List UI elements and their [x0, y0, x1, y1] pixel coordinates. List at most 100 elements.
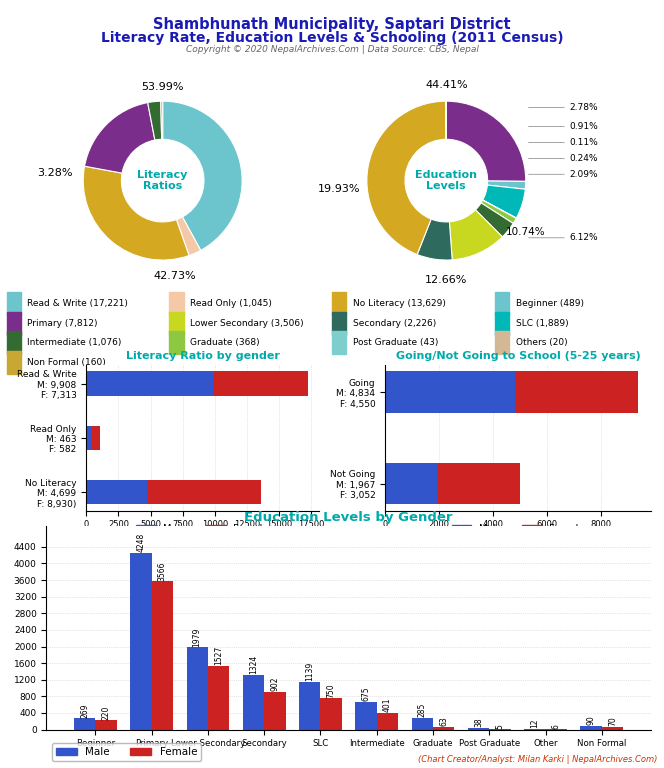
Bar — [243, 674, 264, 730]
Bar — [299, 682, 321, 730]
Text: 12: 12 — [531, 719, 539, 728]
Bar — [169, 312, 184, 335]
Bar — [515, 372, 638, 412]
Text: 0.91%: 0.91% — [570, 122, 598, 131]
Title: Going/Not Going to School (5-25 years): Going/Not Going to School (5-25 years) — [396, 351, 640, 361]
Bar — [495, 292, 509, 315]
Wedge shape — [177, 217, 201, 256]
Text: 10.74%: 10.74% — [506, 227, 546, 237]
Bar — [7, 331, 21, 354]
Title: Education Levels by Gender: Education Levels by Gender — [244, 511, 453, 524]
Text: Beginner (489): Beginner (489) — [515, 299, 584, 308]
Bar — [92, 425, 100, 450]
Bar — [412, 718, 433, 730]
Text: Graduate (368): Graduate (368) — [190, 338, 260, 347]
Text: Post Graduate (43): Post Graduate (43) — [353, 338, 438, 347]
Bar — [332, 292, 347, 315]
Text: 19.93%: 19.93% — [318, 184, 361, 194]
Text: 401: 401 — [383, 697, 392, 712]
Wedge shape — [450, 210, 503, 260]
Text: 0.24%: 0.24% — [570, 154, 598, 163]
Text: 269: 269 — [80, 703, 89, 717]
Text: 38: 38 — [474, 717, 483, 727]
Bar — [147, 480, 262, 504]
Wedge shape — [475, 203, 513, 237]
Bar — [580, 726, 602, 730]
Text: 6: 6 — [552, 723, 561, 729]
Bar — [332, 331, 347, 354]
Title: Literacy Ratio by gender: Literacy Ratio by gender — [125, 351, 280, 361]
Bar — [602, 727, 623, 730]
Wedge shape — [163, 101, 242, 250]
Legend: Male, Female: Male, Female — [52, 743, 201, 761]
Text: 1139: 1139 — [305, 662, 314, 681]
Text: 750: 750 — [327, 683, 336, 697]
Bar — [86, 480, 147, 504]
Wedge shape — [161, 101, 163, 139]
Text: 902: 902 — [270, 677, 280, 691]
Text: Read Only (1,045): Read Only (1,045) — [190, 299, 272, 308]
Bar — [7, 292, 21, 315]
Bar — [332, 312, 347, 335]
Bar — [169, 292, 184, 315]
Text: Primary (7,812): Primary (7,812) — [27, 319, 98, 328]
Bar — [86, 372, 214, 396]
Text: 4248: 4248 — [136, 533, 145, 552]
Wedge shape — [446, 101, 526, 181]
Legend: Male, Female: Male, Female — [132, 520, 273, 538]
Text: 42.73%: 42.73% — [153, 271, 196, 281]
Text: 44.41%: 44.41% — [425, 81, 467, 91]
Text: Literacy
Ratios: Literacy Ratios — [137, 170, 188, 191]
Text: Non Formal (160): Non Formal (160) — [27, 358, 106, 367]
Bar — [187, 647, 208, 730]
Wedge shape — [483, 200, 517, 218]
Bar — [385, 463, 438, 504]
Text: Read & Write (17,221): Read & Write (17,221) — [27, 299, 128, 308]
Text: No Literacy (13,629): No Literacy (13,629) — [353, 299, 446, 308]
Text: 675: 675 — [361, 686, 371, 700]
Bar — [208, 666, 229, 730]
Text: 1324: 1324 — [249, 654, 258, 674]
Text: 63: 63 — [439, 717, 448, 727]
Text: 12.66%: 12.66% — [425, 275, 467, 285]
Bar — [96, 720, 117, 730]
Wedge shape — [83, 166, 189, 260]
Wedge shape — [147, 101, 161, 140]
Text: Shambhunath Municipality, Saptari District: Shambhunath Municipality, Saptari Distri… — [153, 17, 511, 32]
Wedge shape — [487, 181, 526, 189]
Text: 2.78%: 2.78% — [570, 103, 598, 112]
Text: Copyright © 2020 NepalArchives.Com | Data Source: CBS, Nepal: Copyright © 2020 NepalArchives.Com | Dat… — [185, 45, 479, 54]
Bar — [7, 351, 21, 374]
Text: 3566: 3566 — [158, 561, 167, 581]
Bar — [355, 701, 376, 730]
Legend: Male, Female: Male, Female — [448, 520, 588, 538]
Text: 285: 285 — [418, 703, 427, 717]
Text: 53.99%: 53.99% — [141, 82, 184, 92]
Text: Intermediate (1,076): Intermediate (1,076) — [27, 338, 122, 347]
Text: Education
Levels: Education Levels — [415, 170, 477, 191]
Bar — [7, 312, 21, 335]
Text: 2.09%: 2.09% — [570, 170, 598, 179]
Text: Secondary (2,226): Secondary (2,226) — [353, 319, 436, 328]
Text: 1979: 1979 — [193, 627, 202, 647]
Bar — [321, 698, 342, 730]
Bar — [438, 463, 521, 504]
Bar — [86, 425, 92, 450]
Text: 1527: 1527 — [214, 646, 223, 665]
Text: (Chart Creator/Analyst: Milan Karki | NepalArchives.Com): (Chart Creator/Analyst: Milan Karki | Ne… — [418, 755, 657, 764]
Bar — [433, 727, 454, 730]
Bar — [468, 728, 489, 730]
Bar — [74, 718, 96, 730]
Text: 3.28%: 3.28% — [38, 167, 73, 177]
Bar — [169, 331, 184, 354]
Text: Others (20): Others (20) — [515, 338, 567, 347]
Text: 90: 90 — [587, 715, 596, 725]
Text: 220: 220 — [102, 705, 110, 720]
Bar — [385, 372, 515, 412]
Wedge shape — [367, 101, 446, 254]
Text: 6.12%: 6.12% — [570, 233, 598, 243]
Text: 0.11%: 0.11% — [570, 138, 598, 147]
Text: Lower Secondary (3,506): Lower Secondary (3,506) — [190, 319, 303, 328]
Text: SLC (1,889): SLC (1,889) — [515, 319, 568, 328]
Bar — [264, 692, 286, 730]
